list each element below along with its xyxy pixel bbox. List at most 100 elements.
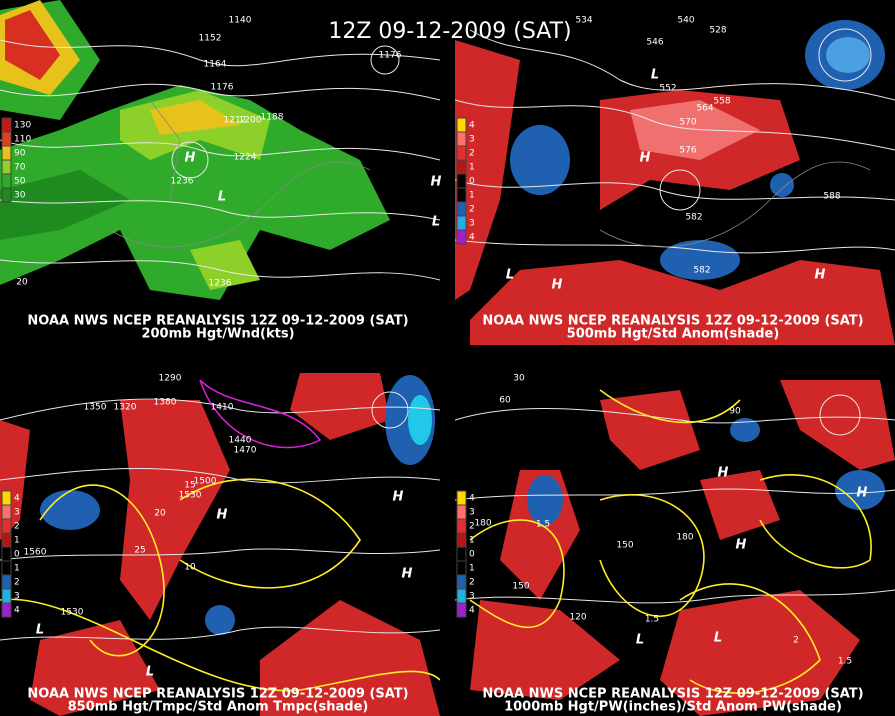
colorbar-label: 2 <box>469 578 475 588</box>
contour-label: 558 <box>713 97 730 107</box>
contour-label: 1176 <box>211 83 234 93</box>
colorbar-swatch <box>456 201 467 217</box>
contour-label: 1224 <box>234 153 257 163</box>
colorbar-swatch <box>456 588 467 604</box>
contour-label: 15 <box>184 481 195 491</box>
colorbar-swatch <box>1 504 12 520</box>
colorbar-label: 4 <box>469 494 475 504</box>
contour-label: 582 <box>693 266 710 276</box>
colorbar-swatch <box>456 229 467 245</box>
colorbar-swatch <box>456 159 467 175</box>
contour-label: 528 <box>709 26 726 36</box>
colorbar-label: 3 <box>469 219 475 229</box>
pressure-center: L <box>651 68 659 83</box>
colorbar-label: 4 <box>14 606 20 616</box>
colorbar-label: 130 <box>14 121 31 131</box>
colorbar-swatch <box>456 187 467 203</box>
pressure-center: H <box>552 278 563 293</box>
contour-label: 1212 <box>224 116 247 126</box>
contour-label: 1410 <box>211 403 234 413</box>
colorbar-swatch <box>1 117 12 133</box>
colorbar-label: 1 <box>469 191 475 201</box>
colorbar-swatch <box>1 490 12 506</box>
contour-label: 1.5 <box>536 520 550 530</box>
contour-label: 1440 <box>229 436 252 446</box>
panel-caption: NOAA NWS NCEP REANALYSIS 12Z 09-12-2009 … <box>482 314 863 329</box>
panel-200mb <box>0 0 440 300</box>
contour-label: 1560 <box>24 548 47 558</box>
contour-label: 90 <box>729 407 741 417</box>
colorbar-label: 3 <box>469 508 475 518</box>
contour-label: 20 <box>16 278 28 288</box>
contour-label: 150 <box>616 541 633 551</box>
colorbar-label: 1 <box>469 536 475 546</box>
pressure-center: H <box>815 268 826 283</box>
colorbar-swatch <box>456 117 467 133</box>
panel-caption: NOAA NWS NCEP REANALYSIS 12Z 09-12-2009 … <box>27 314 408 329</box>
pressure-center: H <box>402 567 413 582</box>
contour-label: 1530 <box>179 491 202 501</box>
colorbar-swatch <box>456 532 467 548</box>
colorbar-label: 30 <box>14 191 26 201</box>
contour-label: 1500 <box>194 477 217 487</box>
colorbar-swatch <box>1 518 12 534</box>
colorbar-swatch <box>456 602 467 618</box>
colorbar-swatch <box>1 159 12 175</box>
contour-label: 1530 <box>61 608 84 618</box>
contour-label: 564 <box>696 104 713 114</box>
colorbar-label: 1 <box>14 536 20 546</box>
contour-label: 582 <box>685 213 702 223</box>
colorbar-label: 3 <box>469 135 475 145</box>
colorbar-swatch <box>456 574 467 590</box>
colorbar-label: 2 <box>469 522 475 532</box>
colorbar-swatch <box>1 588 12 604</box>
contour-label: 1236 <box>209 279 232 289</box>
pressure-center: H <box>185 151 196 166</box>
main-title: 12Z 09-12-2009 (SAT) <box>328 19 571 44</box>
contour-label: 30 <box>513 374 525 384</box>
colorbar-label: 1 <box>469 163 475 173</box>
contour-label: 60 <box>499 396 511 406</box>
contour-label: 1.5 <box>838 657 852 667</box>
contour-label: 1188 <box>261 113 284 123</box>
pressure-center: H <box>857 486 868 501</box>
contour-label: 570 <box>679 118 696 128</box>
contour-label: 1176 <box>379 51 402 61</box>
colorbar-label: 0 <box>469 177 475 187</box>
colorbar-swatch <box>1 131 12 147</box>
colorbar-swatch <box>456 145 467 161</box>
contour-label: 1290 <box>159 374 182 384</box>
contour-label: 540 <box>677 16 694 26</box>
contour-label: 25 <box>134 546 145 556</box>
colorbar-label: 3 <box>469 592 475 602</box>
colorbar-swatch <box>456 546 467 562</box>
colorbar-label: 110 <box>14 135 31 145</box>
colorbar-swatch <box>1 602 12 618</box>
colorbar-swatch <box>1 532 12 548</box>
panel-500mb <box>455 20 895 345</box>
contour-label: 1.5 <box>645 615 659 625</box>
panel-1000mb <box>455 380 895 716</box>
contour-label: 1140 <box>229 16 252 26</box>
panel-850mb <box>0 373 440 716</box>
colorbar-label: 3 <box>14 592 20 602</box>
pressure-center: L <box>506 268 514 283</box>
pressure-center: H <box>718 466 729 481</box>
colorbar-swatch <box>456 518 467 534</box>
pressure-center: L <box>146 665 154 680</box>
panel-subcaption: 850mb Hgt/Tmpc/Std Anom Tmpc(shade) <box>68 700 369 715</box>
colorbar-swatch <box>456 490 467 506</box>
colorbar-swatch <box>1 546 12 562</box>
pressure-center: L <box>714 631 722 646</box>
contour-label: 180 <box>474 519 491 529</box>
colorbar-label: 2 <box>14 522 20 532</box>
pressure-center: L <box>432 215 440 230</box>
panel-subcaption: 1000mb Hgt/PW(inches)/Std Anom PW(shade) <box>504 700 842 715</box>
contour-label: 1236 <box>171 177 194 187</box>
contour-label: 120 <box>569 613 586 623</box>
colorbar-label: 1 <box>14 564 20 574</box>
colorbar-label: 0 <box>469 550 475 560</box>
pressure-center: L <box>636 633 644 648</box>
contour-label: 552 <box>659 84 676 94</box>
